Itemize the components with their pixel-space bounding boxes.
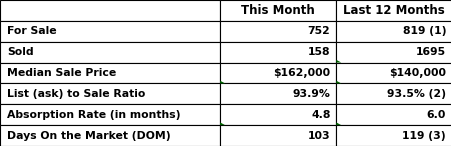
Text: 93.9%: 93.9%	[292, 89, 330, 99]
Text: 93.5% (2): 93.5% (2)	[386, 89, 445, 99]
Bar	[0, 63, 220, 83]
Text: 752: 752	[307, 26, 330, 36]
Bar	[0, 42, 220, 63]
Bar	[336, 83, 451, 104]
Polygon shape	[336, 81, 341, 83]
Bar	[0, 0, 220, 21]
Bar	[336, 0, 451, 21]
Text: $162,000: $162,000	[273, 68, 330, 78]
Bar	[336, 63, 451, 83]
Bar	[220, 125, 336, 146]
Text: 103: 103	[307, 131, 330, 141]
Bar	[220, 83, 336, 104]
Text: Days On the Market (DOM): Days On the Market (DOM)	[7, 131, 170, 141]
Text: Median Sale Price: Median Sale Price	[7, 68, 116, 78]
Text: 119 (3): 119 (3)	[401, 131, 445, 141]
Bar	[220, 0, 336, 21]
Text: Sold: Sold	[7, 47, 33, 57]
Bar	[220, 21, 336, 42]
Polygon shape	[220, 81, 225, 83]
Bar	[220, 42, 336, 63]
Polygon shape	[336, 60, 341, 63]
Bar	[0, 104, 220, 125]
Bar	[220, 63, 336, 83]
Bar	[0, 83, 220, 104]
Text: This Month: This Month	[241, 4, 314, 17]
Text: Absorption Rate (in months): Absorption Rate (in months)	[7, 110, 180, 120]
Text: $140,000: $140,000	[388, 68, 445, 78]
Text: 158: 158	[307, 47, 330, 57]
Polygon shape	[220, 122, 225, 125]
Text: Last 12 Months: Last 12 Months	[342, 4, 444, 17]
Bar	[336, 21, 451, 42]
Text: List (ask) to Sale Ratio: List (ask) to Sale Ratio	[7, 89, 145, 99]
Text: 6.0: 6.0	[426, 110, 445, 120]
Bar	[336, 125, 451, 146]
Polygon shape	[336, 122, 341, 125]
Bar	[336, 104, 451, 125]
Bar	[336, 42, 451, 63]
Text: 819 (1): 819 (1)	[402, 26, 445, 36]
Bar	[220, 104, 336, 125]
Bar	[0, 125, 220, 146]
Text: 4.8: 4.8	[310, 110, 330, 120]
Bar	[0, 21, 220, 42]
Text: For Sale: For Sale	[7, 26, 56, 36]
Text: 1695: 1695	[415, 47, 445, 57]
